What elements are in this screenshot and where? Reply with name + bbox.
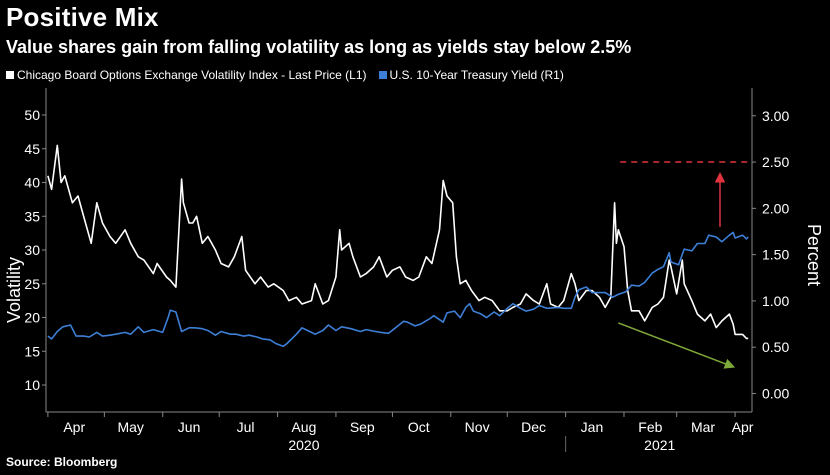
y-tick-right-label: 0.50: [762, 339, 789, 355]
series-line-yield: [47, 231, 749, 348]
source-note: Source: Bloomberg: [6, 455, 118, 469]
x-tick-label: Feb: [638, 419, 662, 435]
y-tick-left-label: 45: [24, 141, 40, 157]
x-tick-label: Apr: [732, 419, 754, 435]
y-tick-left-label: 10: [24, 377, 40, 393]
y-tick-left-label: 15: [24, 343, 40, 359]
x-tick-label: Dec: [521, 419, 546, 435]
y-tick-right-label: 2.50: [762, 154, 789, 170]
y-axis-label-right: Percent: [804, 224, 824, 286]
y-tick-right-label: 3.00: [762, 108, 789, 124]
legend-item-vix: Chicago Board Options Exchange Volatilit…: [6, 68, 367, 82]
y-tick-left-label: 20: [24, 310, 40, 326]
y-tick-left-label: 35: [24, 208, 40, 224]
chart-subtitle: Value shares gain from falling volatilit…: [6, 37, 632, 57]
y-tick-right-label: 0.00: [762, 385, 789, 401]
x-tick-label: Mar: [691, 419, 715, 435]
x-tick-label: Jul: [237, 419, 255, 435]
x-tick-label: Jun: [178, 419, 201, 435]
legend-item-yield: U.S. 10-Year Treasury Yield (R1): [378, 68, 564, 82]
x-tick-label: Apr: [63, 419, 85, 435]
y-tick-left-label: 25: [24, 276, 40, 292]
y-axis-label-left: Volatility: [4, 257, 24, 323]
y-tick-left-label: 50: [24, 107, 40, 123]
x-year-label: 2021: [644, 437, 675, 453]
legend: Chicago Board Options Exchange Volatilit…: [6, 68, 576, 82]
x-tick-label: Aug: [291, 419, 316, 435]
y-tick-right-label: 2.00: [762, 200, 789, 216]
x-tick-label: Oct: [408, 419, 430, 435]
legend-label-vix: Chicago Board Options Exchange Volatilit…: [17, 68, 367, 82]
x-tick-label: Jan: [581, 419, 604, 435]
chart-title: Positive Mix: [6, 2, 159, 32]
x-tick-label: Sep: [350, 419, 375, 435]
y-tick-right-label: 1.50: [762, 247, 789, 263]
y-tick-left-label: 40: [24, 175, 40, 191]
legend-label-yield: U.S. 10-Year Treasury Yield (R1): [389, 68, 564, 82]
y-tick-left-label: 30: [24, 242, 40, 258]
x-year-label: 2020: [288, 437, 319, 453]
legend-swatch-yield: [378, 71, 387, 79]
legend-swatch-vix: [6, 71, 14, 79]
y-tick-right-label: 1.00: [762, 293, 789, 309]
x-tick-label: May: [117, 419, 143, 435]
series-line-vix: [47, 144, 749, 340]
x-tick-label: Nov: [465, 419, 490, 435]
down-arrow: [618, 322, 736, 369]
